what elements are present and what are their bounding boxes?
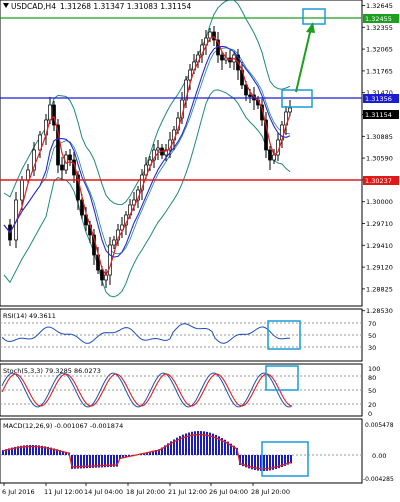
ohlc-values: 1.31268 1.31347 1.31083 1.31154 <box>60 2 191 11</box>
time-axis-label: 14 Jul 04:00 <box>84 488 123 496</box>
rsi-axis-50: 50 <box>368 332 376 340</box>
candle-body <box>27 170 30 180</box>
stoch-axis-20: 20 <box>368 401 376 409</box>
candle-body <box>221 55 224 60</box>
price-axis-label: 1.28825 <box>366 285 393 293</box>
macd-axis-bottom: -0.004285 <box>363 476 394 483</box>
time-axis-label: 11 Jul 12:00 <box>44 488 83 496</box>
candle-body <box>157 148 160 150</box>
price-axis-label: 1.30590 <box>366 155 393 163</box>
stoch-axis-100: 100 <box>368 365 380 373</box>
rsi-axis-70: 70 <box>368 320 376 328</box>
candle-body <box>289 108 292 112</box>
green-price-tag-text: 1.32455 <box>365 15 392 23</box>
candle-body <box>249 95 252 97</box>
candle-body <box>21 180 24 200</box>
price-axis-label: 1.32355 <box>366 24 393 32</box>
stoch-label: Stoch(5,3,3) 79.3285 86.0273 <box>3 367 101 375</box>
macd-label: MACD(12,26,9) -0.001067 -0.001874 <box>3 422 123 430</box>
price-axis-label: 1.30000 <box>366 198 393 206</box>
candle-body <box>209 32 212 38</box>
candle-body <box>101 270 104 280</box>
time-axis-label: 18 Jul 20:00 <box>126 488 165 496</box>
symbol-timeframe: USDCAD,H4 <box>11 2 56 11</box>
red-price-tag-text: 1.30237 <box>365 177 392 185</box>
price-axis-label: 1.32065 <box>366 46 393 54</box>
current-price-tag-text: 1.31154 <box>365 111 392 119</box>
candle-body <box>69 155 72 160</box>
rsi-label: RSI(14) 49.3611 <box>3 312 56 320</box>
candle-body <box>61 165 64 170</box>
price-axis-label: 1.28530 <box>366 307 393 315</box>
price-axis-label: 1.29410 <box>366 242 393 250</box>
price-axis-label: 1.31765 <box>366 67 393 75</box>
candle-body <box>49 105 52 120</box>
price-axis-label: 1.29120 <box>366 264 393 272</box>
stoch-axis-0: 0 <box>368 410 372 418</box>
time-axis-label: 6 Jul 2016 <box>2 488 35 496</box>
candle-body <box>113 240 116 245</box>
time-axis-label: 28 Jul 20:00 <box>251 488 290 496</box>
time-axis-label: 21 Jul 12:00 <box>168 488 207 496</box>
price-axis-label: 1.30885 <box>366 133 393 141</box>
blue-price-tag-text: 1.31356 <box>365 95 392 103</box>
candle-body <box>109 245 112 275</box>
macd-axis-zero: 0.00 <box>372 452 386 460</box>
price-axis-label: 1.32645 <box>366 2 393 10</box>
candle-body <box>269 150 272 160</box>
macd-axis-top: 0.005478 <box>365 422 394 429</box>
price-axis: 1.326451.323551.320651.317651.314701.311… <box>362 2 393 315</box>
stoch-axis-50: 50 <box>368 387 376 395</box>
time-axis-label: 26 Jul 04:00 <box>209 488 248 496</box>
rsi-axis-30: 30 <box>368 344 376 352</box>
price-axis-label: 1.29710 <box>366 220 393 228</box>
stoch-axis-80: 80 <box>368 374 376 382</box>
